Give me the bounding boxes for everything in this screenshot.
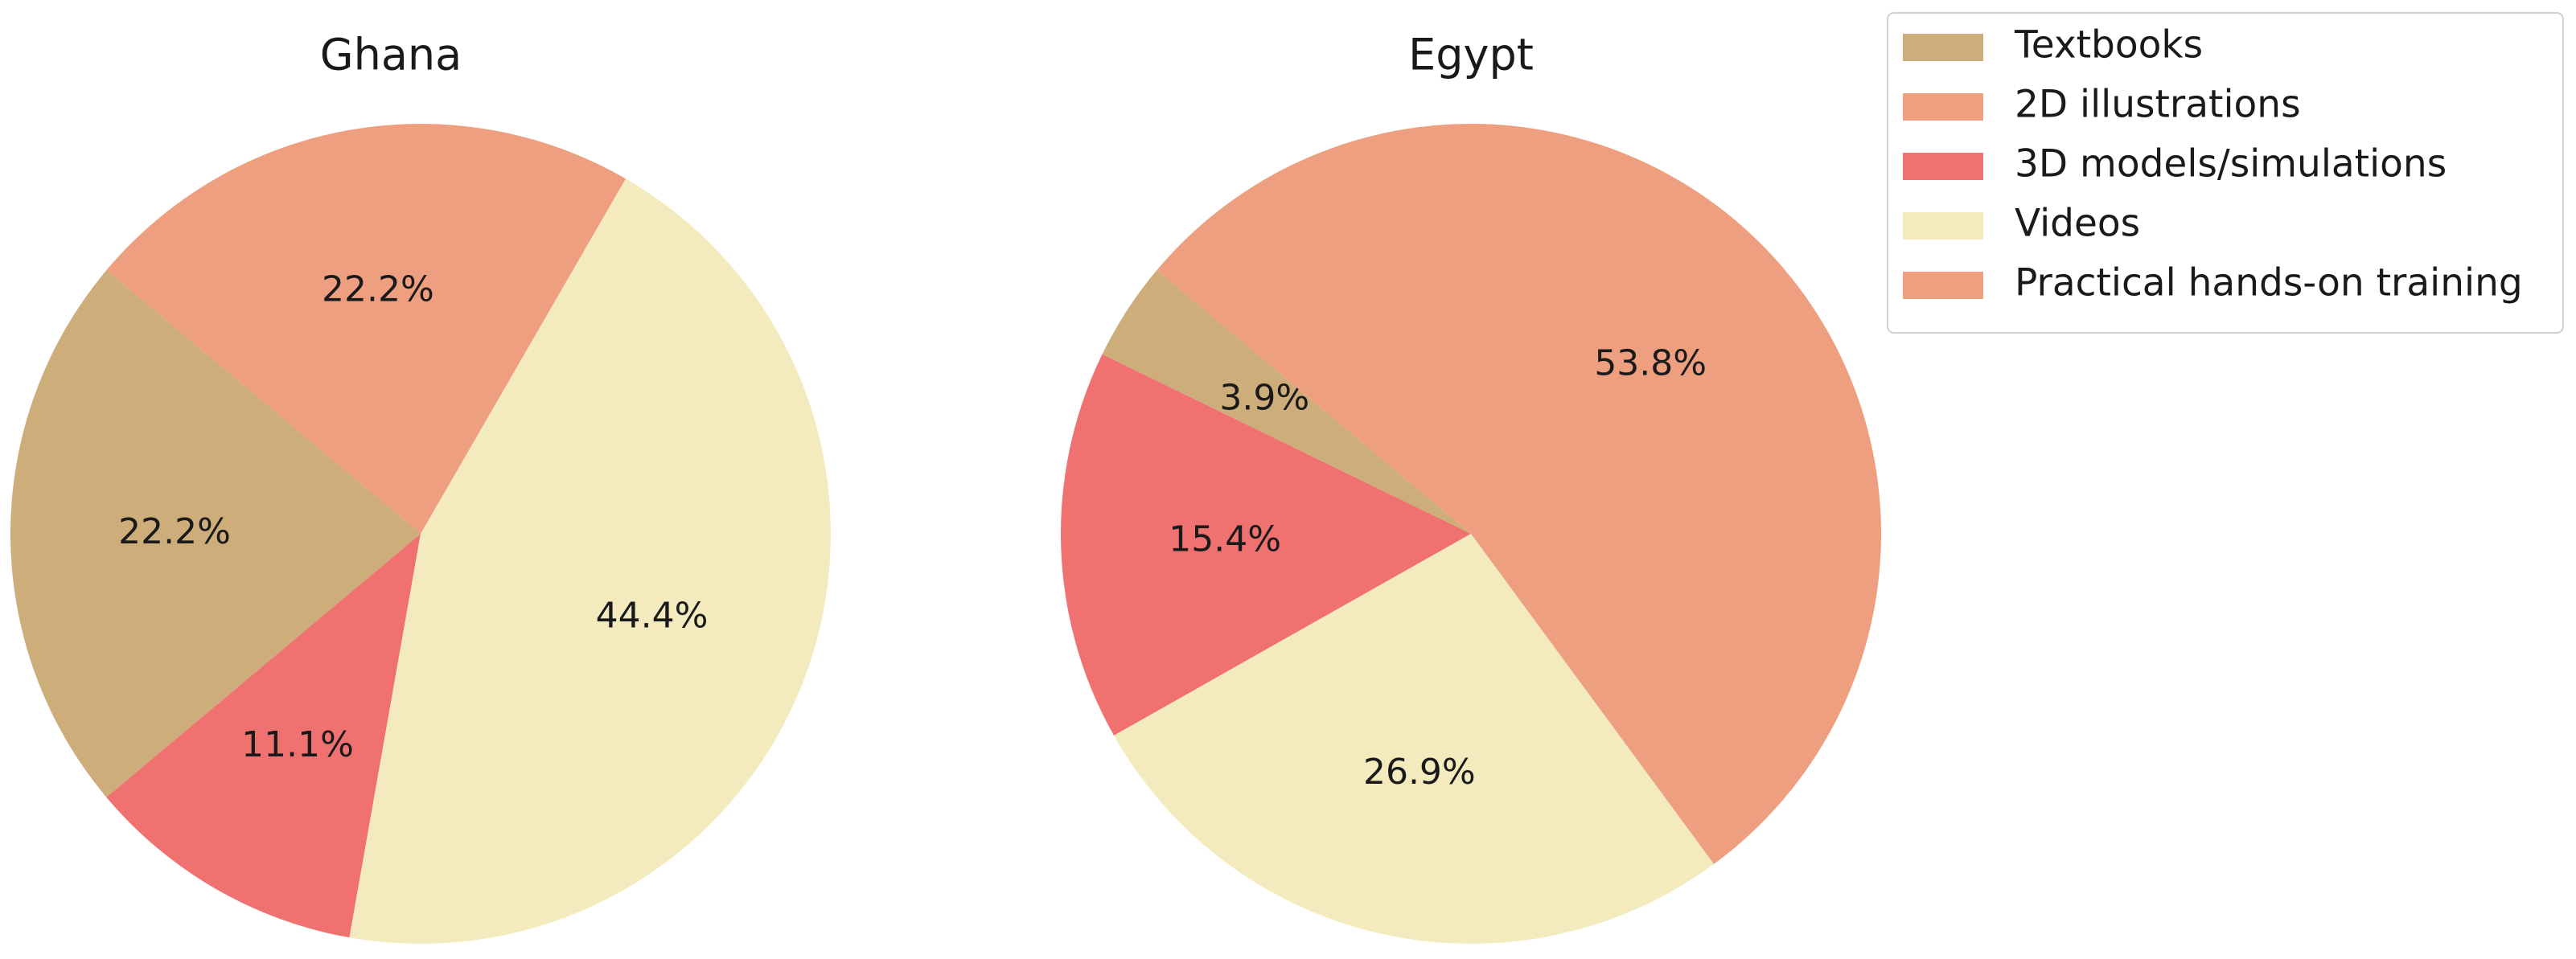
legend-swatch [1903,93,1983,121]
legend-label: Textbooks [2014,23,2203,68]
pie-slice [1157,123,1882,864]
chart-title: Ghana [320,30,462,80]
pie-slice [10,270,421,797]
legend-swatch [1903,34,1983,61]
legend-label: 3D models/simulations [2015,142,2447,186]
slice-label: 22.2% [118,511,231,552]
pie-slice [349,178,832,945]
legend-label: Practical hands-on training [2015,261,2523,305]
slice-label: 22.2% [322,269,434,310]
legend-label: Videos [2015,202,2140,246]
legend-swatch [1903,272,1983,299]
slice-label: 15.4% [1169,518,1281,559]
pie-slice [106,534,421,938]
slice-label: 53.8% [1594,343,1707,384]
slice-label: 44.4% [596,596,709,637]
pie-slice [1102,270,1471,534]
legend-box [1887,12,2564,334]
legend-swatch [1903,212,1983,240]
legend-label: 2D illustrations [2015,83,2301,127]
slice-label: 26.9% [1363,752,1476,793]
pie-slice [1060,354,1471,736]
slice-label: 11.1% [241,724,354,765]
legend-swatch [1903,153,1983,180]
pie-slice [106,124,627,535]
chart-title: Egypt [1408,30,1534,80]
pie-slice [1114,534,1715,944]
